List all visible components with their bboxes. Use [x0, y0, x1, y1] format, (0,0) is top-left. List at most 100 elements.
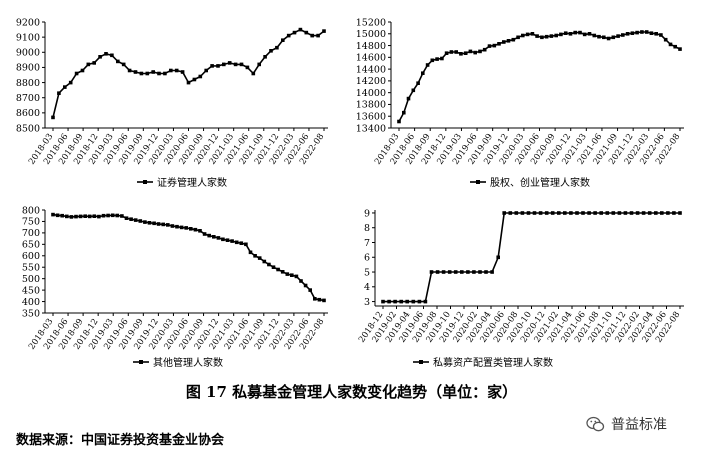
y-tick-label: 8900	[16, 63, 40, 74]
data-point	[161, 222, 165, 227]
data-point	[435, 57, 439, 61]
data-point	[535, 34, 539, 38]
data-point	[97, 214, 101, 219]
data-point	[621, 33, 625, 37]
y-tick-label: 3	[364, 297, 370, 308]
y-tick-label: 450	[22, 285, 40, 296]
data-point	[269, 49, 273, 53]
figure-caption: 图 17 私募基金管理人家数变化趋势（单位：家）	[185, 383, 518, 401]
data-point	[502, 211, 506, 215]
data-point	[234, 240, 239, 245]
data-point	[578, 30, 582, 35]
data-point	[245, 65, 250, 70]
data-point	[573, 30, 577, 35]
legend-swatch-marker	[143, 180, 147, 184]
y-tick-label: 6	[364, 253, 370, 264]
data-point	[557, 211, 561, 215]
data-point	[629, 211, 634, 215]
data-point	[303, 283, 308, 288]
data-point	[157, 71, 161, 76]
data-point	[393, 299, 397, 304]
data-point	[440, 56, 444, 61]
data-point	[225, 238, 230, 242]
data-point	[143, 220, 147, 224]
data-point	[212, 235, 216, 239]
data-point	[175, 224, 179, 229]
legend-label: 股权、创业管理人家数	[490, 176, 590, 189]
data-point	[230, 239, 234, 243]
data-point	[623, 211, 628, 215]
data-point	[563, 211, 567, 215]
data-point	[78, 214, 83, 219]
data-point	[74, 214, 78, 219]
data-point	[641, 211, 646, 215]
data-point	[322, 298, 326, 303]
data-point	[630, 31, 635, 35]
y-tick-label: 800	[22, 205, 40, 216]
data-point	[640, 30, 644, 34]
data-point	[186, 80, 191, 85]
data-point	[617, 211, 622, 215]
data-point	[116, 59, 120, 64]
data-point	[251, 71, 256, 76]
data-point	[411, 299, 416, 304]
data-point	[649, 31, 654, 35]
data-point	[554, 33, 558, 38]
data-point	[587, 211, 591, 215]
data-point	[492, 43, 497, 48]
data-point	[599, 211, 603, 215]
data-point	[581, 211, 585, 215]
data-point	[582, 32, 587, 37]
data-point	[659, 33, 663, 37]
data-point	[239, 241, 244, 245]
legend-swatch-marker	[476, 180, 480, 184]
data-point	[69, 215, 74, 219]
data-point	[605, 211, 610, 215]
data-point	[239, 62, 244, 67]
y-tick-label: 400	[22, 297, 40, 308]
data-point	[127, 68, 132, 73]
data-point	[322, 29, 326, 33]
data-point	[647, 211, 652, 215]
data-point	[530, 32, 535, 36]
data-point	[453, 270, 458, 274]
data-point	[449, 50, 454, 54]
data-point	[55, 213, 60, 218]
data-point	[104, 52, 108, 56]
data-point	[544, 34, 549, 39]
data-point	[678, 47, 682, 51]
data-point	[606, 36, 611, 41]
data-source-note: 数据来源：中国证券投资基金业协会	[16, 433, 225, 448]
data-point	[145, 71, 150, 76]
data-point	[221, 237, 225, 242]
data-point	[292, 30, 297, 35]
data-point	[65, 214, 69, 219]
data-point	[540, 35, 544, 40]
y-tick-label: 8700	[16, 93, 40, 104]
legend-label: 其他管理人家数	[153, 356, 223, 369]
data-point	[110, 53, 114, 58]
data-point	[299, 279, 303, 283]
y-tick-label: 600	[22, 251, 40, 262]
series-line	[383, 212, 680, 303]
legend-swatch-marker	[419, 360, 423, 364]
data-point	[497, 42, 501, 46]
data-point	[423, 299, 428, 304]
data-point	[549, 34, 554, 38]
data-point	[538, 211, 543, 215]
data-point	[244, 242, 248, 247]
data-point	[592, 33, 597, 38]
data-point	[526, 211, 531, 215]
data-point	[207, 233, 211, 238]
data-point	[460, 270, 464, 274]
data-point	[478, 270, 482, 274]
data-point	[644, 30, 649, 34]
y-tick-label: 9000	[16, 48, 40, 59]
y-tick-label: 14200	[356, 76, 386, 87]
data-point	[660, 211, 664, 215]
data-point	[92, 214, 97, 218]
data-point	[310, 33, 314, 38]
data-point	[216, 236, 221, 240]
data-point	[233, 62, 238, 67]
data-point	[654, 32, 658, 36]
